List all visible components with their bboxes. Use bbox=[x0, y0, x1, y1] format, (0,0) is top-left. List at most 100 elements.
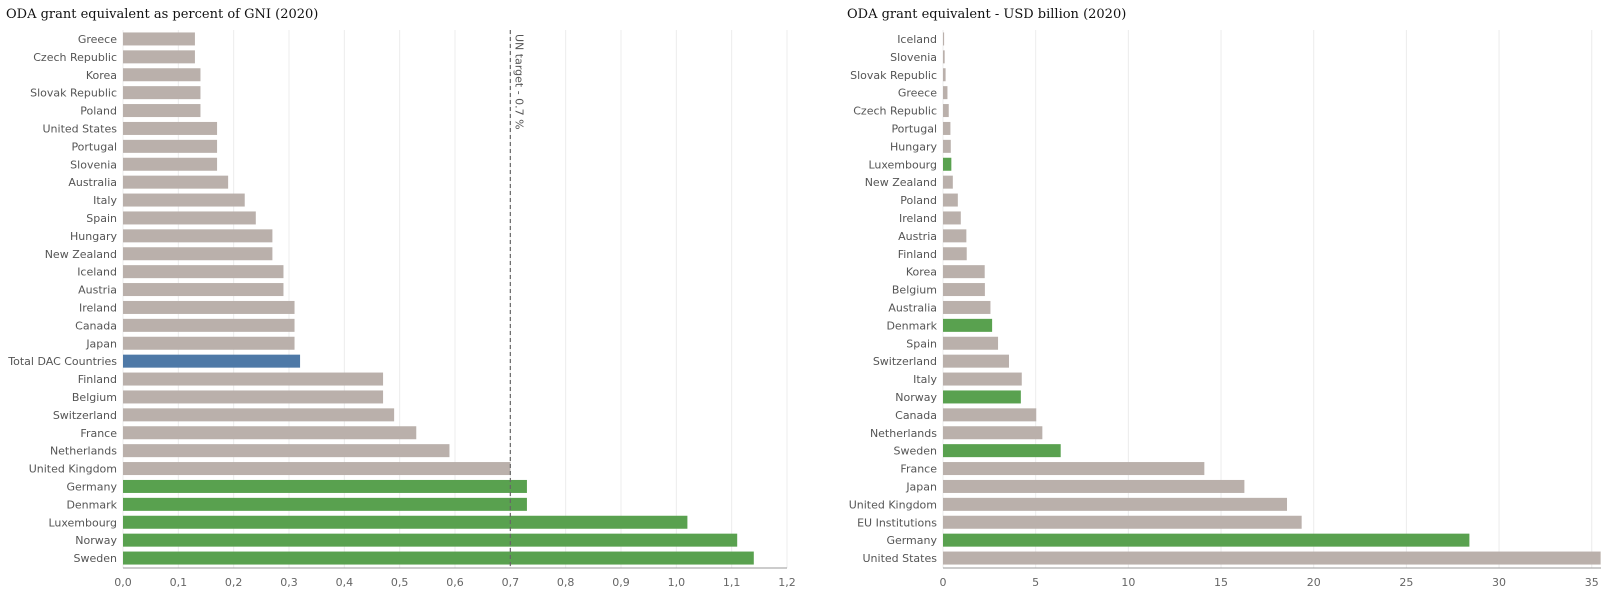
x-tick-label: 0,3 bbox=[280, 576, 298, 589]
bar[interactable] bbox=[943, 68, 946, 82]
category-label: Australia bbox=[888, 301, 937, 314]
bar[interactable] bbox=[123, 157, 218, 171]
category-label: Switzerland bbox=[53, 409, 117, 422]
bar[interactable] bbox=[123, 551, 754, 565]
x-tick-label: 0,6 bbox=[446, 576, 464, 589]
bar[interactable] bbox=[943, 533, 1470, 547]
bar[interactable] bbox=[943, 408, 1037, 422]
category-label: Germany bbox=[66, 480, 117, 493]
bar[interactable] bbox=[123, 86, 201, 100]
bar[interactable] bbox=[943, 372, 1022, 386]
bar[interactable] bbox=[123, 265, 284, 279]
category-label: EU Institutions bbox=[857, 516, 937, 529]
bar[interactable] bbox=[123, 444, 450, 458]
bar[interactable] bbox=[123, 50, 195, 64]
chart-title-usd: ODA grant equivalent - USD billion (2020… bbox=[847, 7, 1126, 22]
bar[interactable] bbox=[943, 444, 1061, 458]
category-label: Poland bbox=[80, 105, 117, 118]
category-label: Sweden bbox=[894, 445, 937, 458]
bar[interactable] bbox=[123, 515, 688, 529]
bar[interactable] bbox=[123, 193, 245, 207]
bar[interactable] bbox=[123, 336, 295, 350]
un-target-label: UN target - 0.7 % bbox=[512, 34, 525, 130]
bar[interactable] bbox=[123, 497, 527, 511]
bar[interactable] bbox=[943, 50, 945, 64]
x-tick-label: 0,0 bbox=[114, 576, 132, 589]
bar[interactable] bbox=[123, 104, 201, 118]
bar[interactable] bbox=[123, 300, 295, 314]
category-label: Korea bbox=[86, 69, 117, 82]
category-label: Greece bbox=[78, 33, 117, 46]
bar[interactable] bbox=[943, 390, 1021, 404]
x-tick-label: 1,0 bbox=[668, 576, 686, 589]
category-label: Czech Republic bbox=[853, 105, 937, 118]
bar[interactable] bbox=[123, 318, 295, 332]
x-tick-label: 0,2 bbox=[225, 576, 243, 589]
category-label: France bbox=[900, 463, 937, 476]
bar[interactable] bbox=[123, 139, 218, 153]
category-label: France bbox=[80, 427, 117, 440]
bar[interactable] bbox=[123, 229, 273, 243]
bar[interactable] bbox=[943, 354, 1009, 368]
bar[interactable] bbox=[123, 479, 527, 493]
chart-title-gni: ODA grant equivalent as percent of GNI (… bbox=[6, 7, 318, 22]
category-label: Italy bbox=[93, 194, 117, 207]
bar[interactable] bbox=[943, 318, 993, 332]
category-label: Belgium bbox=[72, 391, 117, 404]
bar[interactable] bbox=[123, 211, 256, 225]
bar[interactable] bbox=[123, 354, 301, 368]
bar[interactable] bbox=[943, 211, 961, 225]
bar[interactable] bbox=[943, 551, 1601, 565]
bar[interactable] bbox=[123, 175, 229, 189]
usd-billion-chart: 0 5 10 15 20 25 30 35 Iceland Slovenia Slovak Repu… bbox=[849, 30, 1601, 589]
bar[interactable] bbox=[123, 121, 218, 135]
bar[interactable] bbox=[123, 283, 284, 297]
category-label: Denmark bbox=[66, 498, 117, 511]
bar[interactable] bbox=[123, 372, 384, 386]
bar[interactable] bbox=[943, 283, 985, 297]
bar[interactable] bbox=[943, 121, 951, 135]
category-label: Luxembourg bbox=[48, 516, 117, 529]
bar[interactable] bbox=[123, 408, 395, 422]
bar[interactable] bbox=[123, 390, 384, 404]
bar[interactable] bbox=[943, 497, 1288, 511]
bar[interactable] bbox=[943, 265, 985, 279]
bar[interactable] bbox=[943, 229, 967, 243]
bar[interactable] bbox=[123, 426, 417, 440]
category-label: Norway bbox=[75, 534, 117, 547]
category-label: Slovenia bbox=[890, 51, 937, 64]
bar[interactable] bbox=[943, 515, 1302, 529]
bar[interactable] bbox=[943, 139, 951, 153]
bar[interactable] bbox=[123, 68, 201, 82]
bar[interactable] bbox=[943, 32, 945, 46]
bar[interactable] bbox=[123, 462, 511, 476]
x-tick-label: 30 bbox=[1492, 576, 1506, 589]
category-label: Luxembourg bbox=[868, 158, 937, 171]
bar[interactable] bbox=[943, 86, 948, 100]
x-tick-label: 35 bbox=[1585, 576, 1599, 589]
bar[interactable] bbox=[123, 533, 738, 547]
category-label: Greece bbox=[898, 87, 937, 100]
bar[interactable] bbox=[943, 426, 1043, 440]
bar[interactable] bbox=[943, 193, 958, 207]
bar[interactable] bbox=[943, 300, 991, 314]
bar[interactable] bbox=[943, 175, 953, 189]
category-label: Netherlands bbox=[50, 445, 117, 458]
category-label: Italy bbox=[913, 373, 937, 386]
x-tick-label: 15 bbox=[1214, 576, 1228, 589]
bar[interactable] bbox=[123, 247, 273, 261]
category-label: Canada bbox=[895, 409, 937, 422]
bar[interactable] bbox=[123, 32, 195, 46]
category-label: Japan bbox=[905, 480, 937, 493]
bar[interactable] bbox=[943, 157, 952, 171]
category-label: Hungary bbox=[70, 230, 117, 243]
category-label: United States bbox=[863, 552, 938, 565]
category-label: Slovenia bbox=[70, 158, 117, 171]
bar[interactable] bbox=[943, 479, 1245, 493]
bar[interactable] bbox=[943, 247, 967, 261]
bar[interactable] bbox=[943, 462, 1205, 476]
category-label: Norway bbox=[895, 391, 937, 404]
bar[interactable] bbox=[943, 104, 949, 118]
bar[interactable] bbox=[943, 336, 999, 350]
category-label: New Zealand bbox=[45, 248, 117, 261]
